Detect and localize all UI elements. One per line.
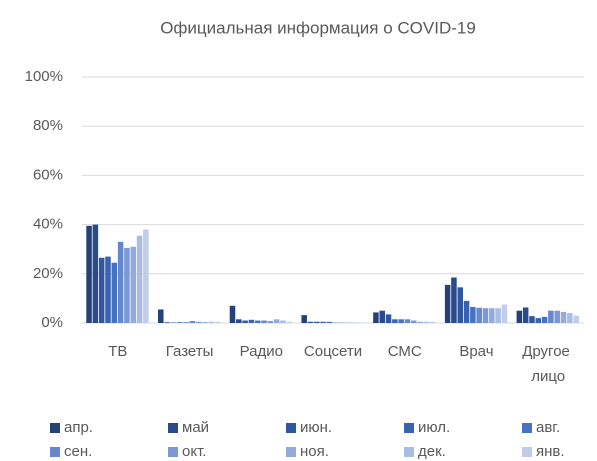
x-tick-label: Соцсети <box>304 343 362 360</box>
bar <box>417 321 423 323</box>
bar <box>489 308 495 323</box>
legend-swatch <box>522 423 532 433</box>
legend-swatch <box>50 423 60 433</box>
bar <box>444 284 451 323</box>
bar <box>164 322 170 323</box>
legend-label: апр. <box>64 419 93 436</box>
bar <box>404 319 411 323</box>
y-tick-label: 80% <box>33 117 63 134</box>
chart-title: Официальная информация о COVID-19 <box>160 18 476 37</box>
bar <box>195 321 202 323</box>
bar <box>314 321 320 323</box>
bar <box>385 314 392 323</box>
x-tick-label: Газеты <box>166 343 214 360</box>
x-tick-label: ТВ <box>108 343 127 360</box>
legend-swatch <box>286 423 296 433</box>
bar <box>301 315 307 323</box>
bar <box>392 319 398 323</box>
bar <box>248 319 255 323</box>
bar <box>451 277 457 323</box>
bar <box>111 262 118 323</box>
bar <box>208 321 215 323</box>
bar <box>202 322 208 323</box>
bar <box>429 321 436 323</box>
legend-label: янв. <box>536 443 565 460</box>
legend-swatch <box>404 423 414 433</box>
bar <box>214 321 221 323</box>
bar <box>124 247 130 323</box>
legend-label: ноя. <box>300 443 329 460</box>
x-tick-label: СМС <box>388 343 422 360</box>
bar <box>261 320 267 323</box>
bar <box>516 310 523 323</box>
bar <box>522 307 529 323</box>
bar <box>573 315 579 323</box>
legend-swatch <box>286 447 296 457</box>
bar <box>236 319 242 323</box>
bar <box>92 224 99 323</box>
legend-swatch <box>50 447 60 457</box>
bar <box>242 320 248 323</box>
x-tick-label: Другое лицо <box>522 343 574 385</box>
bar <box>86 225 92 323</box>
bar <box>267 321 274 323</box>
bar <box>398 319 404 323</box>
y-tick-label: 40% <box>33 216 63 233</box>
bar <box>373 312 379 323</box>
bar <box>554 310 560 323</box>
bar <box>529 316 535 323</box>
legend-swatch <box>404 447 414 457</box>
legend-label: июл. <box>418 419 450 436</box>
bar <box>411 320 417 323</box>
y-tick-label: 100% <box>25 68 63 85</box>
bar <box>326 321 333 323</box>
bar <box>189 321 196 323</box>
bar <box>476 307 482 323</box>
bar <box>541 316 548 323</box>
legend-swatch <box>522 447 532 457</box>
y-tick-label: 0% <box>41 314 63 331</box>
bar <box>307 321 314 323</box>
bar <box>463 300 470 323</box>
bar <box>501 304 508 323</box>
bar <box>136 235 143 323</box>
bar <box>117 241 124 323</box>
bar <box>105 256 111 323</box>
y-tick-label: 20% <box>33 265 63 282</box>
bar <box>273 319 280 323</box>
x-tick-label: Радио <box>240 343 283 360</box>
bar <box>482 308 489 323</box>
bar <box>567 313 573 323</box>
bar <box>423 321 430 323</box>
legend-swatch <box>168 447 178 457</box>
bar <box>254 320 261 323</box>
bar <box>280 320 286 323</box>
bar <box>143 229 149 323</box>
legend-label: июн. <box>300 419 332 436</box>
y-tick-label: 60% <box>33 166 63 183</box>
bar <box>98 257 105 323</box>
bar <box>470 307 476 323</box>
bar <box>183 322 189 323</box>
bar <box>320 321 326 323</box>
bar <box>495 308 501 323</box>
bar <box>535 318 542 323</box>
bar <box>548 310 554 323</box>
bar <box>229 305 236 323</box>
bar <box>176 322 183 323</box>
bar <box>130 246 136 323</box>
legend-swatch <box>168 423 178 433</box>
bar <box>560 311 567 323</box>
bar <box>158 309 164 323</box>
bar <box>286 321 293 323</box>
bar <box>457 287 464 323</box>
bar <box>379 310 385 323</box>
x-tick-label: Врач <box>459 343 493 360</box>
legend-label: окт. <box>182 443 206 460</box>
legend-label: авг. <box>536 419 560 436</box>
legend-label: дек. <box>418 443 446 460</box>
legend-label: май <box>182 419 209 436</box>
legend-label: сен. <box>64 443 92 460</box>
